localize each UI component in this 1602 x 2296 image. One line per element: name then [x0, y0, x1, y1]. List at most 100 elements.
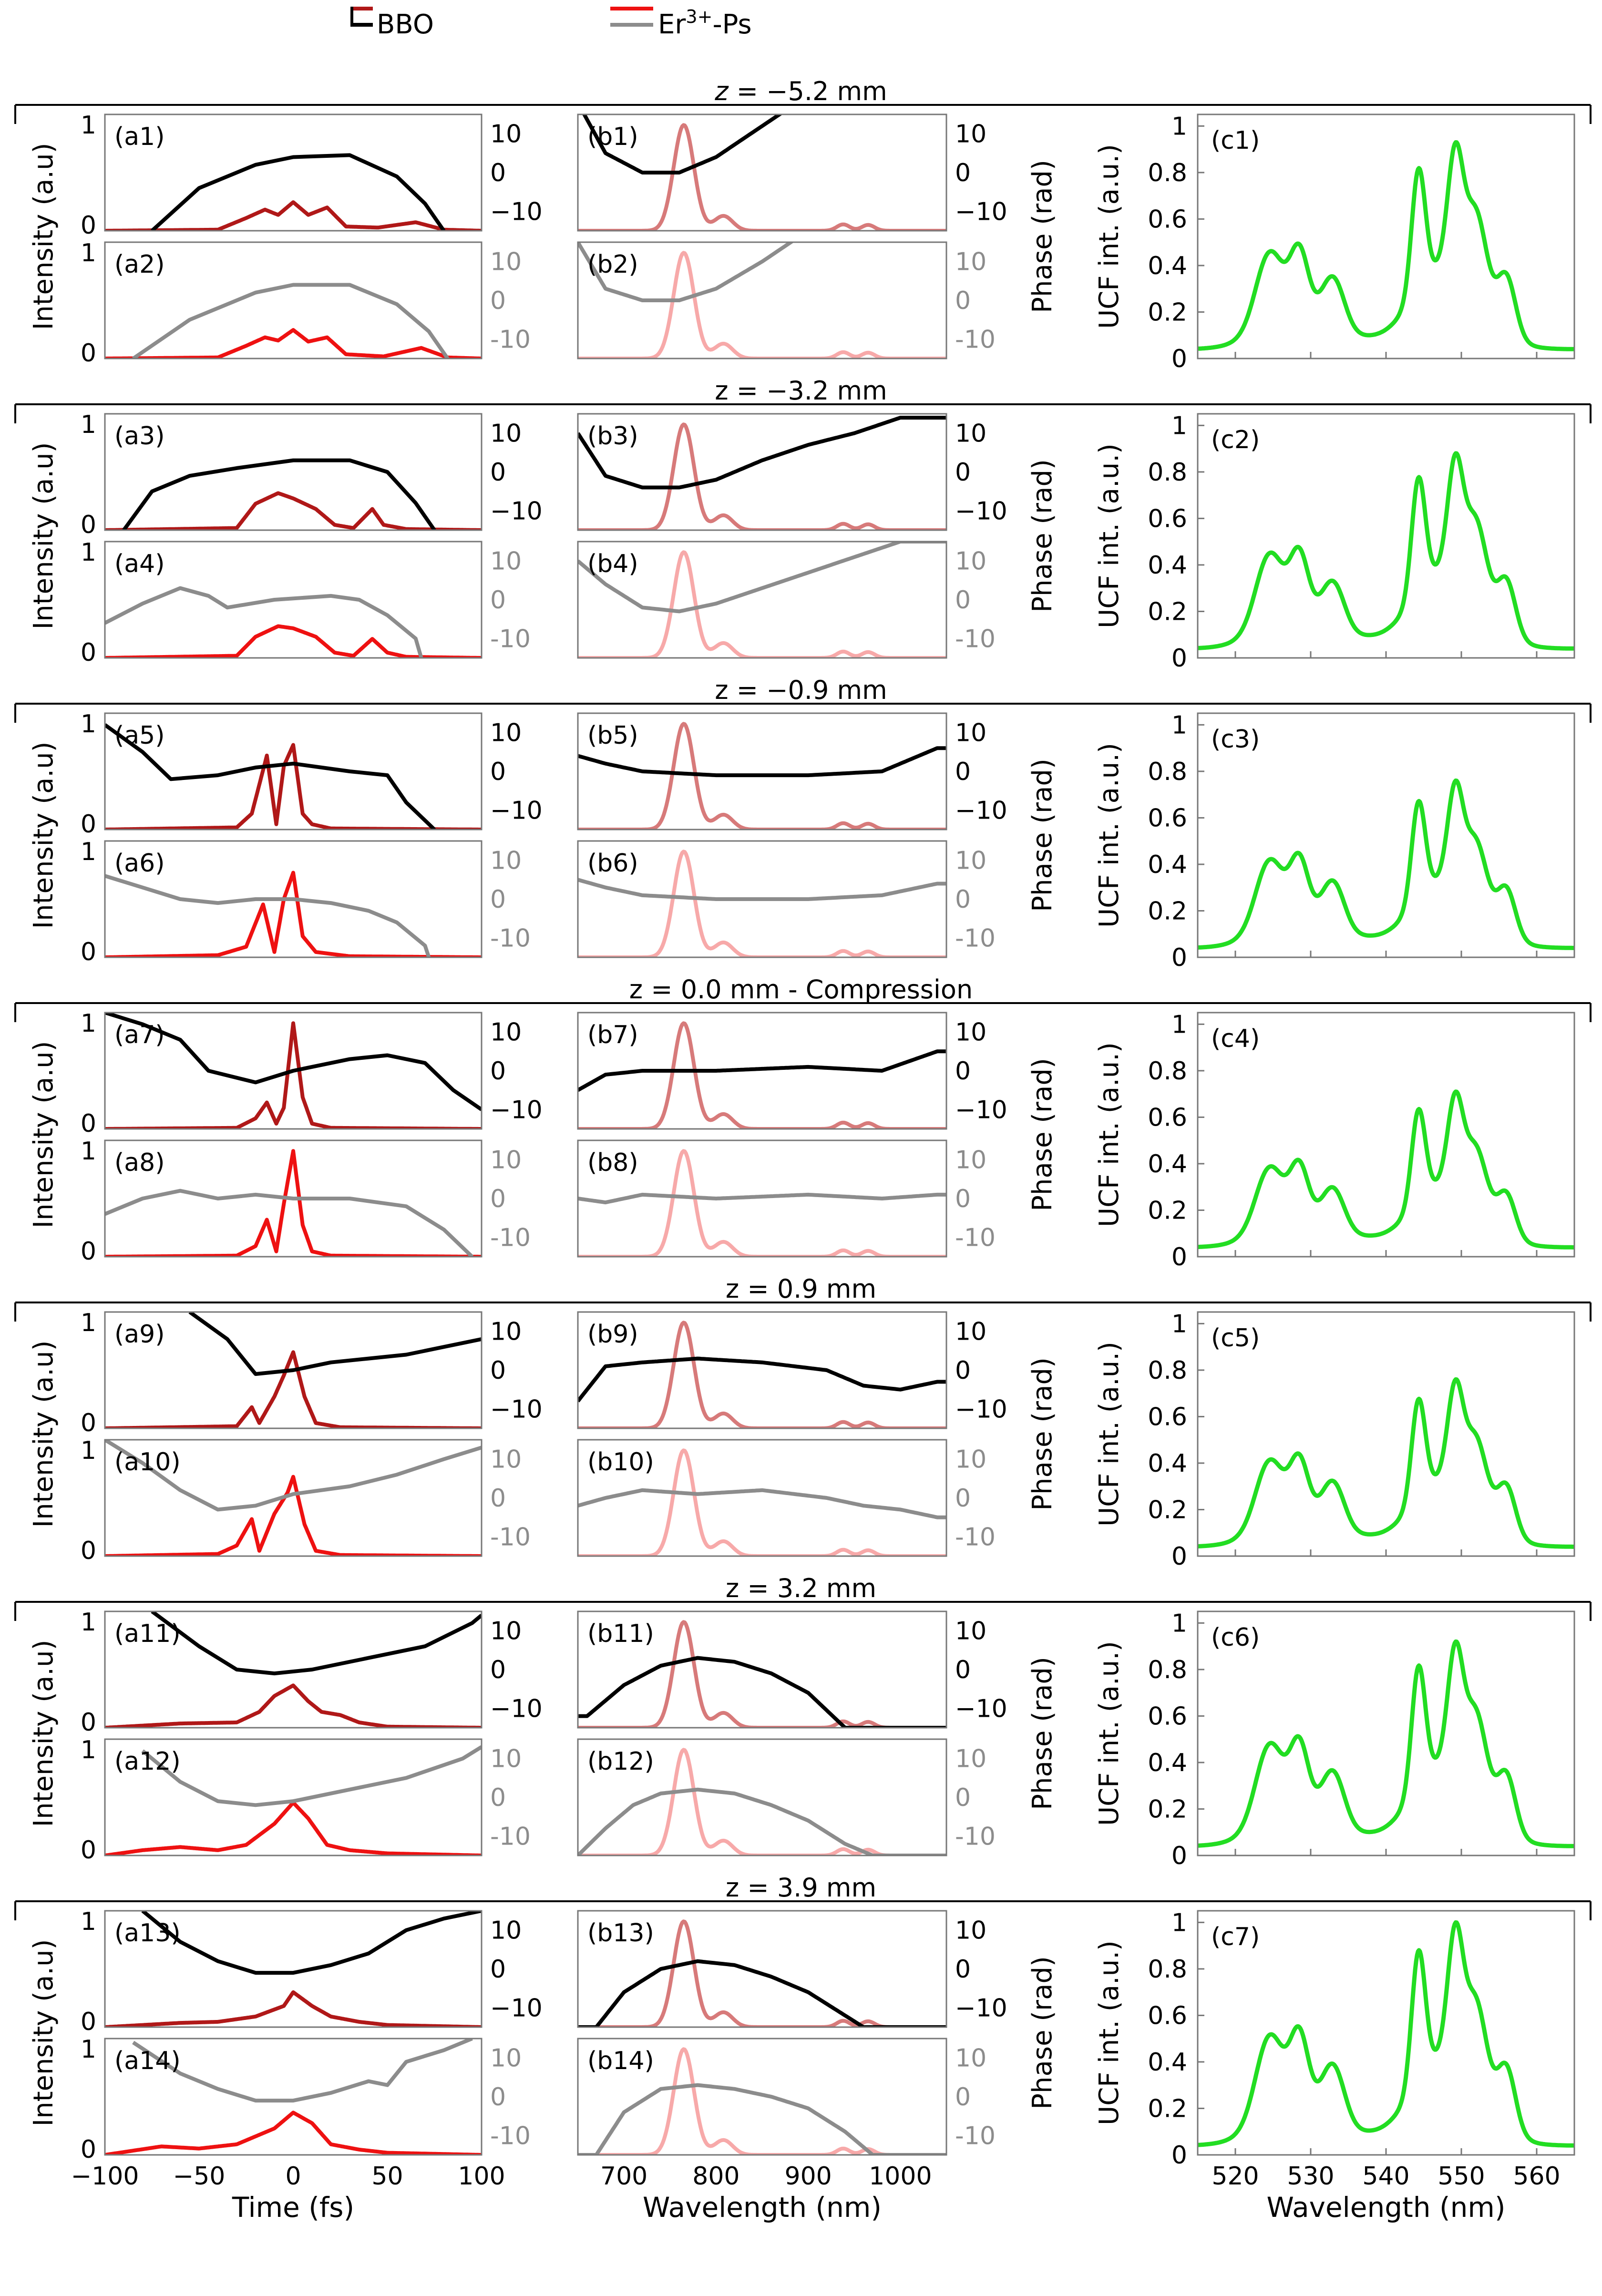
panel-b-bbo: (b7) 10 0 −10	[577, 1012, 1007, 1130]
time-tick: 0	[285, 2162, 301, 2191]
ucf-tick: 0.4	[1148, 2048, 1187, 2077]
phase-tick: 10	[955, 547, 986, 576]
panel-label: (a11)	[114, 1620, 181, 1648]
spectral-phase-line	[578, 242, 795, 302]
intensity-axis-label: Intensity (a.u)	[28, 143, 59, 330]
phase-tick: 10	[955, 719, 986, 748]
phase-tick: 0	[955, 2083, 971, 2112]
phase-axis-label: Phase (rad)	[1027, 1058, 1058, 1211]
panel-a-frame	[104, 1012, 483, 1130]
intensity-tick: 0	[81, 1237, 96, 1266]
intensity-tick: 1	[81, 1436, 96, 1465]
panel-label: (a4)	[114, 550, 165, 578]
phase-line	[105, 1189, 474, 1257]
panel-b-er: (b6) 10 0 -10	[577, 840, 996, 958]
intensity-axis-label: Intensity (a.u)	[28, 742, 59, 929]
ucf-line	[1198, 451, 1574, 651]
phase-tick: 0	[490, 1356, 506, 1385]
panel-b-bbo: (b1) 10 0 −10	[577, 113, 1007, 232]
ucf-wavelength-tick: 520	[1212, 2162, 1259, 2191]
ucf-tick: 0.4	[1148, 551, 1187, 580]
wavelength-tick: 900	[784, 2162, 832, 2191]
panel-label: (c6)	[1211, 1623, 1260, 1652]
ucf-axis-label: UCF int. (a.u.)	[1094, 1641, 1125, 1826]
panel-label: (a6)	[114, 849, 165, 878]
intensity-tick: 0	[81, 810, 96, 839]
ucf-tick: 0.4	[1148, 1749, 1187, 1777]
phase-tick: −10	[490, 1395, 543, 1424]
phase-tick: −10	[955, 1994, 1007, 2022]
intensity-tick: 1	[81, 1907, 96, 1936]
panel-b-bbo: (b3) 10 0 −10	[577, 413, 1007, 531]
panel-b-frame	[577, 840, 947, 958]
ucf-axis-label: UCF int. (a.u.)	[1094, 1342, 1125, 1527]
ucf-tick: 0.2	[1148, 298, 1187, 327]
phase-tick: -10	[490, 625, 531, 653]
intensity-tick: 1	[81, 1309, 96, 1337]
ucf-line	[1198, 140, 1574, 351]
ucf-line	[1198, 1377, 1574, 1549]
intensity-tick: 1	[81, 838, 96, 866]
spectral-phase-line	[578, 1787, 946, 1855]
panel-b-frame	[577, 241, 947, 359]
ucf-line	[1198, 1089, 1574, 1250]
panel-label: (c7)	[1211, 1923, 1260, 1951]
phase-tick: -10	[490, 1523, 531, 1551]
phase-tick: 10	[955, 120, 986, 149]
panel-b-frame	[577, 2038, 947, 2156]
phase-tick: 0	[490, 758, 506, 786]
ucf-axis-label: UCF int. (a.u.)	[1094, 743, 1125, 928]
phase-tick: 10	[490, 2044, 522, 2073]
phase-line	[122, 458, 436, 530]
intensity-line	[105, 1990, 482, 2027]
intensity-tick: 0	[81, 1109, 96, 1138]
panel-label: (a3)	[114, 422, 165, 451]
phase-axis-label: Phase (rad)	[1027, 758, 1058, 912]
phase-tick: 10	[490, 1146, 522, 1175]
panel-b-er: (b4) 10 0 -10	[577, 541, 996, 659]
ucf-tick: 0	[1171, 345, 1187, 373]
phase-tick: 10	[490, 1445, 522, 1474]
phase-tick: 0	[490, 287, 506, 315]
ucf-axis-label: UCF int. (a.u.)	[1094, 443, 1125, 628]
phase-tick: 10	[490, 719, 522, 748]
phase-line	[105, 1440, 482, 1512]
panel-label: (c2)	[1211, 426, 1260, 454]
ucf-tick: 0	[1171, 1842, 1187, 1870]
intensity-tick: 0	[81, 339, 96, 368]
time-tick: 100	[458, 2162, 505, 2191]
panel-a-frame	[104, 113, 483, 232]
row-title: z = 3.2 mm	[726, 1573, 876, 1603]
panel-label: (b8)	[587, 1148, 638, 1177]
phase-tick: 0	[490, 885, 506, 914]
panel-a-frame	[104, 413, 483, 531]
ucf-tick: 0.2	[1148, 597, 1187, 626]
phase-tick: −10	[955, 197, 1007, 226]
intensity-tick: 1	[81, 2035, 96, 2064]
panel-b-frame	[577, 712, 947, 830]
panel-label: (b3)	[587, 422, 638, 451]
ucf-tick: 0.8	[1148, 1356, 1187, 1385]
panel-label: (b12)	[587, 1747, 654, 1776]
phase-tick: -10	[490, 1223, 531, 1252]
intensity-axis-label: Intensity (a.u)	[28, 1341, 59, 1528]
phase-tick: 10	[490, 1745, 522, 1773]
ucf-wavelength-tick: 550	[1438, 2162, 1485, 2191]
intensity-tick: 1	[81, 1736, 96, 1764]
ucf-tick: 0.6	[1148, 804, 1187, 832]
panel-label: (b7)	[587, 1021, 638, 1049]
phase-tick: 10	[955, 1917, 986, 1945]
panel-label: (b5)	[587, 721, 638, 750]
phase-tick: −10	[490, 497, 543, 525]
phase-tick: 10	[955, 1617, 986, 1646]
ucf-tick: 0.8	[1148, 1057, 1187, 1086]
phase-tick: 0	[955, 758, 971, 786]
time-tick: −50	[173, 2162, 226, 2191]
phase-line	[105, 723, 436, 830]
time-axis-label: Time (fs)	[232, 2191, 354, 2224]
